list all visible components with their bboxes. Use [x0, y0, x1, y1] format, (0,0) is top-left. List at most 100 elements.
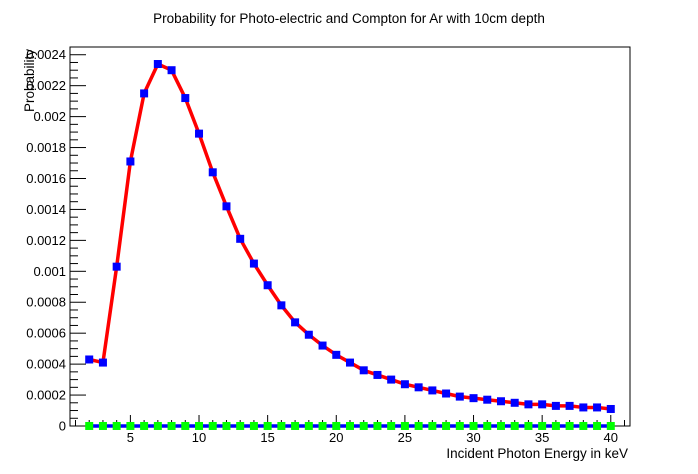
data-point	[524, 400, 533, 409]
data-point	[332, 421, 341, 430]
data-point	[318, 341, 327, 350]
data-point	[400, 421, 409, 430]
data-point	[373, 370, 382, 379]
data-point	[98, 358, 107, 367]
series-group	[85, 60, 615, 413]
data-point	[236, 234, 245, 243]
data-point	[496, 397, 505, 406]
data-point	[181, 94, 190, 103]
data-point	[400, 380, 409, 389]
x-tick-label: 40	[604, 430, 618, 445]
data-point	[469, 421, 478, 430]
data-point	[346, 421, 354, 430]
data-point	[565, 421, 574, 430]
data-point	[167, 421, 176, 430]
data-point	[538, 400, 547, 409]
y-tick-label: 0.0022	[26, 78, 66, 93]
data-point	[222, 202, 231, 211]
series-layer	[85, 60, 615, 430]
data-point	[112, 421, 121, 430]
data-point	[414, 421, 423, 430]
data-point	[414, 383, 423, 392]
data-point	[387, 421, 396, 430]
data-point	[291, 421, 300, 430]
y-axis-title: Probability	[22, 49, 37, 112]
x-axis: 5 10 15 20 25 30 35 40	[74, 415, 626, 445]
data-point	[579, 421, 588, 430]
y-tick-label: 0.001	[33, 264, 66, 279]
data-point	[98, 421, 107, 430]
x-axis-title: Incident Photon Energy in keV	[446, 446, 628, 461]
data-point	[455, 421, 464, 430]
data-point	[277, 301, 286, 310]
data-point	[428, 386, 437, 395]
data-point	[332, 350, 341, 359]
x-tick-label: 5	[127, 430, 134, 445]
data-point	[579, 403, 588, 412]
data-point	[291, 318, 300, 327]
data-point	[277, 421, 286, 430]
data-point	[85, 355, 94, 364]
y-tick-label: 0.0006	[26, 326, 66, 341]
data-point	[483, 395, 492, 404]
data-point	[524, 421, 533, 430]
data-point	[208, 421, 217, 430]
data-point	[346, 358, 354, 367]
data-point	[167, 66, 176, 75]
x-tick-label: 20	[329, 430, 343, 445]
data-point	[236, 421, 245, 430]
y-tick-label: 0.0004	[26, 357, 66, 372]
data-point	[304, 330, 313, 339]
data-point	[606, 421, 615, 430]
data-point	[483, 421, 492, 430]
x-tick-label: 30	[466, 430, 480, 445]
data-point	[208, 168, 217, 177]
y-tick-label: 0.0008	[26, 295, 66, 310]
data-point	[153, 60, 162, 69]
y-tick-label: 0.0012	[26, 233, 66, 248]
data-point	[551, 401, 560, 410]
data-point	[359, 366, 368, 375]
data-point	[593, 403, 602, 412]
data-point	[140, 89, 149, 98]
data-point	[510, 421, 519, 430]
data-point	[249, 259, 258, 268]
y-tick-label: 0.0002	[26, 388, 66, 403]
data-point	[263, 421, 272, 430]
x-tick-label: 25	[398, 430, 412, 445]
data-point	[442, 389, 451, 398]
data-point	[126, 421, 135, 430]
data-point	[359, 421, 368, 430]
data-point	[181, 421, 190, 430]
data-point	[442, 421, 451, 430]
y-tick-label: 0.002	[33, 109, 66, 124]
data-point	[510, 398, 519, 407]
x-tick-label: 35	[535, 430, 549, 445]
data-point	[593, 421, 602, 430]
data-point	[318, 421, 327, 430]
data-point	[387, 375, 396, 384]
y-axis: 0 0.0002 0.0004 0.0006 0.0008 0.001 0.0012 0.00…	[26, 46, 86, 434]
data-point	[469, 394, 478, 403]
data-point	[373, 421, 382, 430]
y-tick-label: 0	[59, 419, 66, 434]
data-point	[153, 421, 162, 430]
y-tick-label: 0.0016	[26, 171, 66, 186]
data-point	[249, 421, 258, 430]
data-point	[606, 404, 615, 413]
x-tick-label: 10	[192, 430, 206, 445]
y-tick-label: 0.0014	[26, 202, 66, 217]
data-point	[126, 157, 135, 166]
data-point	[565, 401, 574, 410]
data-point	[140, 421, 149, 430]
chart-title: Probability for Photo-electric and Compt…	[153, 11, 545, 26]
series-group	[85, 421, 615, 430]
data-point	[496, 421, 505, 430]
y-tick-label: 0.0024	[26, 47, 66, 62]
data-point	[195, 421, 204, 430]
data-point	[112, 262, 121, 271]
series-line	[88, 62, 611, 411]
plot-frame	[69, 46, 631, 427]
